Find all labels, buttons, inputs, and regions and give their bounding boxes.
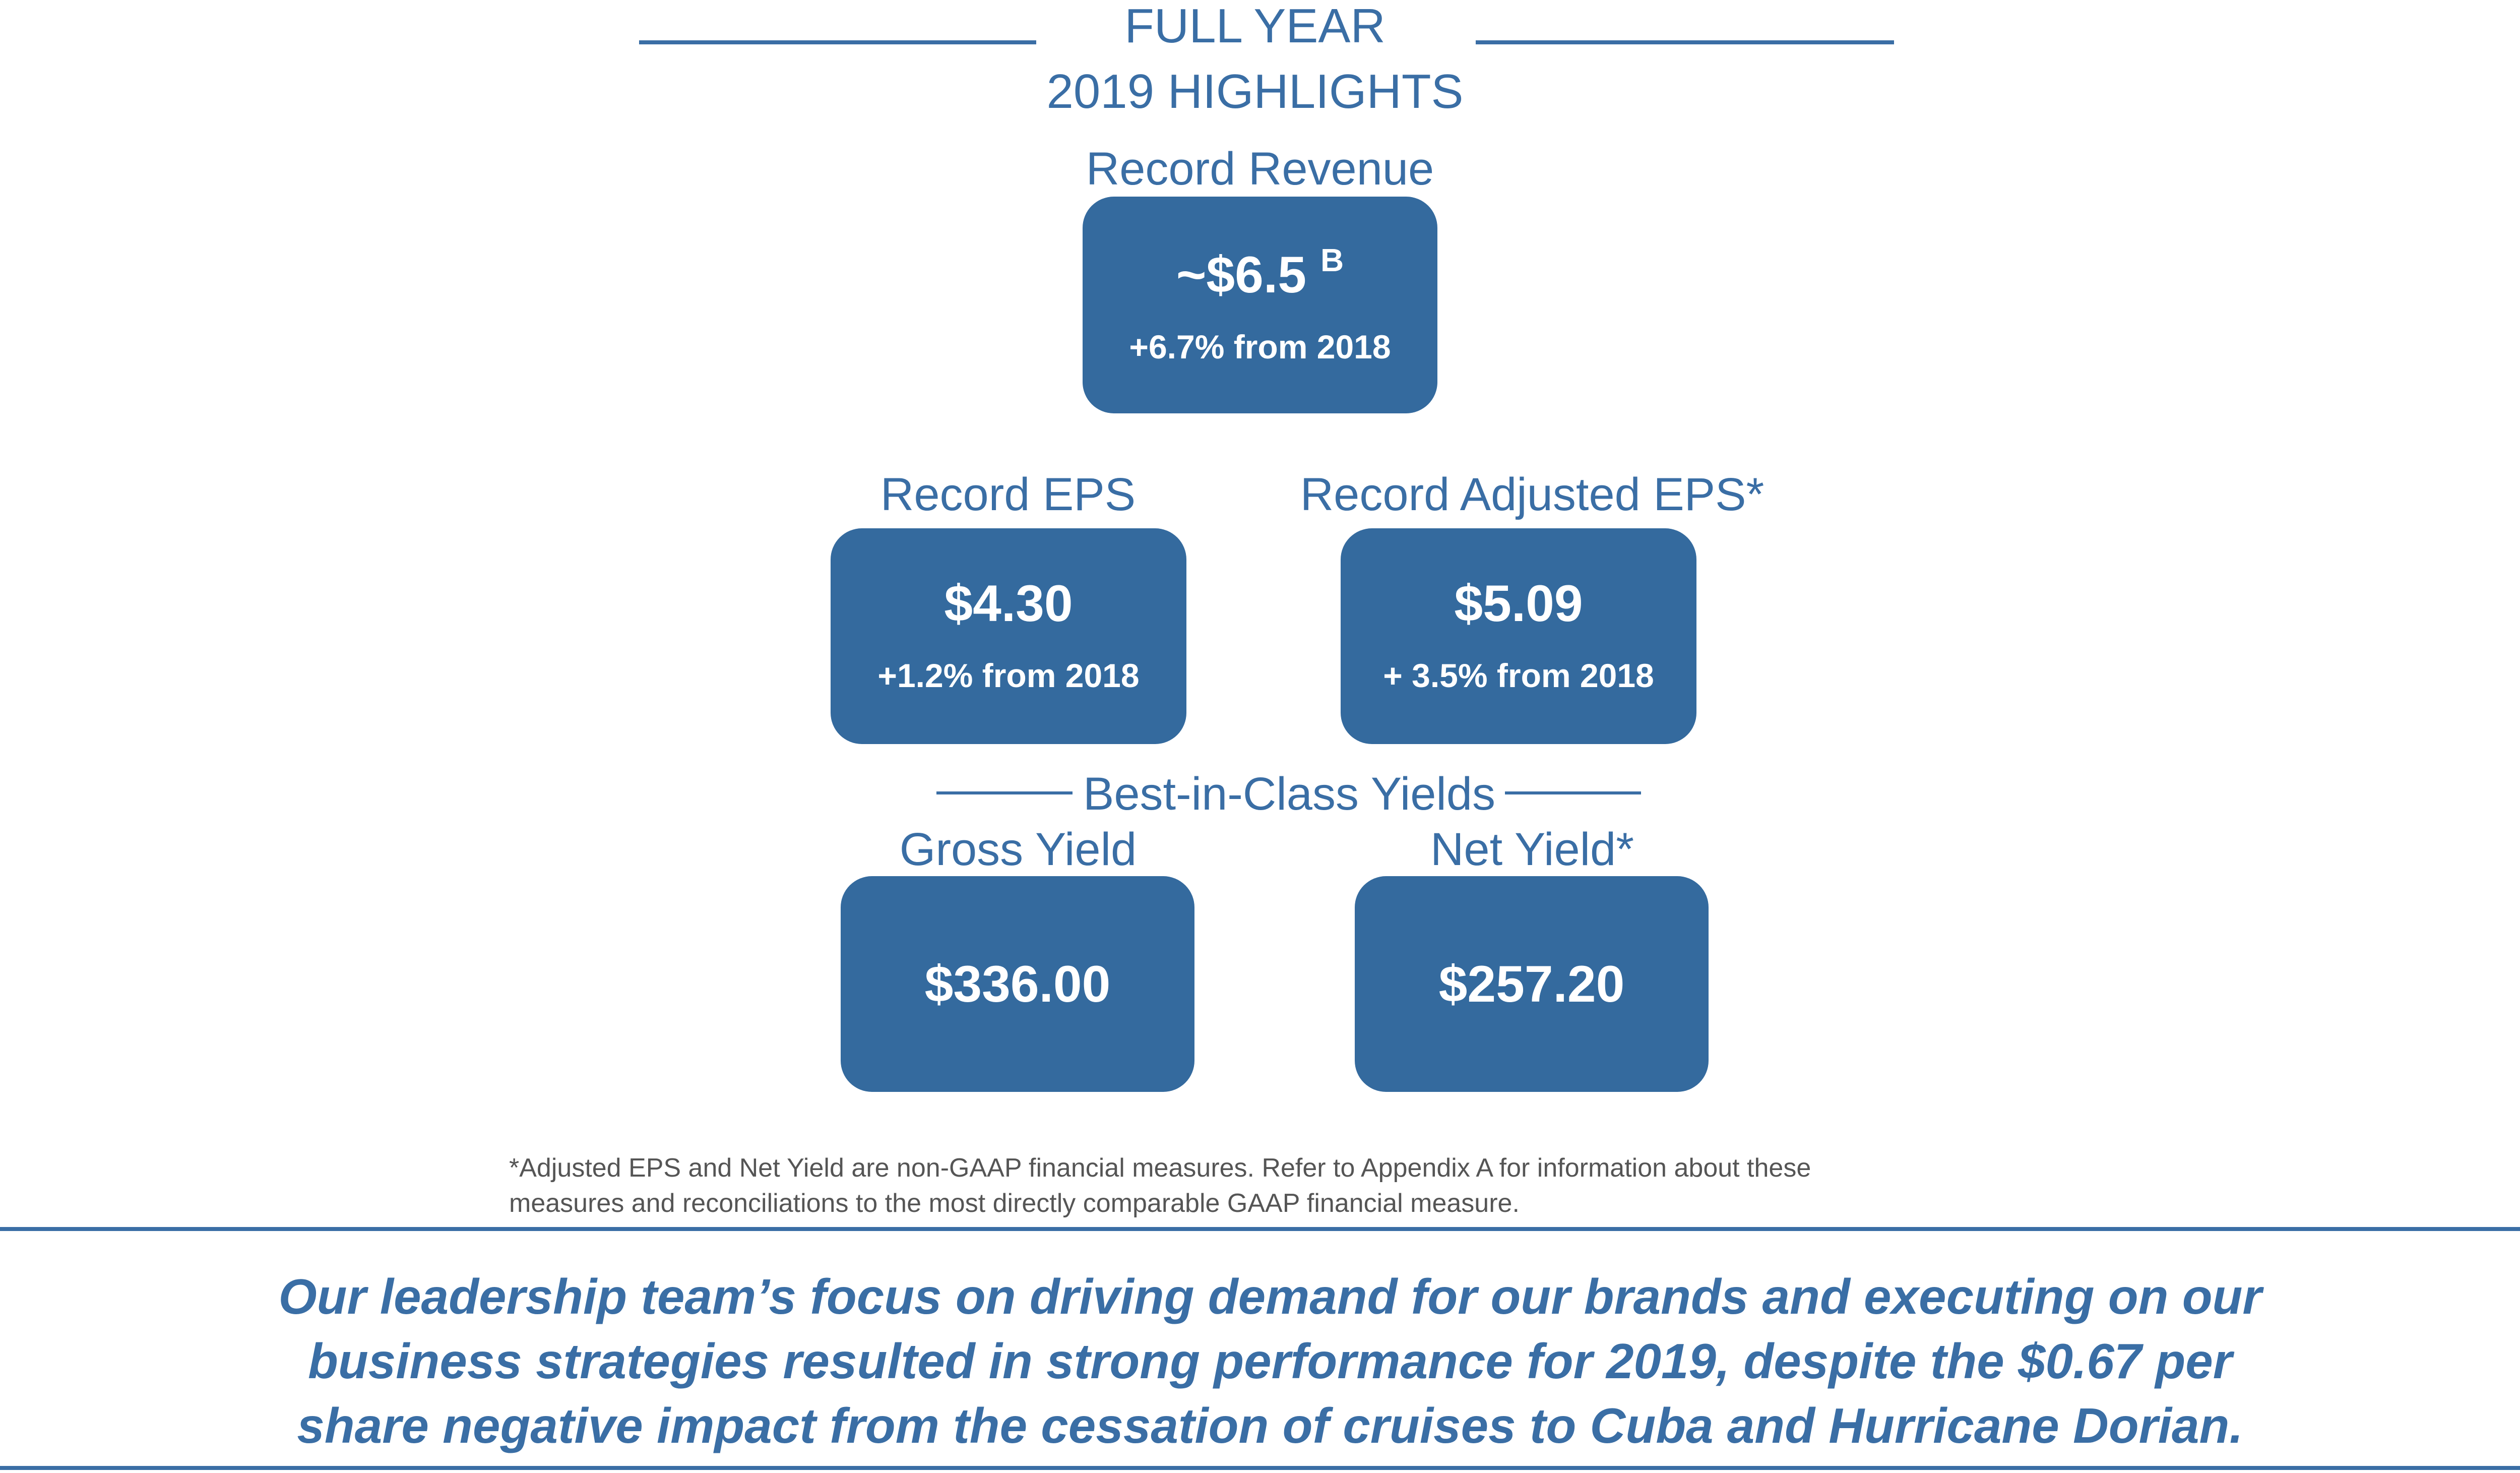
adjusted-eps-change: + 3.5% from 2018 [1383,657,1654,694]
quote-rule-bottom [0,1466,2520,1470]
revenue-unit: B [1320,242,1344,278]
adjusted-eps-value: $5.09 [1454,575,1583,632]
revenue-label: Record Revenue [1086,143,1434,195]
quote-line3: share negative impact from the cessation… [297,1398,2243,1453]
yields-rule-right [1505,791,1641,794]
header-title-line2: 2019 HIGHLIGHTS [1046,65,1464,118]
footnote-line1: *Adjusted EPS and Net Yield are non-GAAP… [509,1153,1811,1183]
gross-yield-label: Gross Yield [899,824,1137,875]
net-yield-value: $257.20 [1438,955,1625,1013]
revenue-change: +6.7% from 2018 [1129,328,1391,365]
quote-line2: business strategies resulted in strong p… [308,1333,2232,1389]
quote-line1: Our leadership team’s focus on driving d… [278,1269,2262,1324]
eps-change: +1.2% from 2018 [877,657,1140,694]
net-yield-label: Net Yield* [1430,824,1634,875]
eps-card: $4.30 +1.2% from 2018 [831,528,1186,744]
eps-value: $4.30 [944,575,1073,632]
quote-rule-top [0,1227,2520,1231]
net-yield-card: $257.20 [1355,876,1709,1092]
yields-section-label: Best-in-Class Yields [1083,768,1496,820]
revenue-value-row: ~$6.5 B [1176,244,1344,300]
header-rule-right [1476,40,1894,44]
gross-yield-value: $336.00 [924,955,1111,1013]
eps-label: Record EPS [880,469,1136,520]
footnote-line2: measures and reconciliations to the most… [509,1189,1520,1218]
adjusted-eps-card: $5.09 + 3.5% from 2018 [1341,528,1696,744]
quote-block: Our leadership team’s focus on driving d… [0,1264,2520,1458]
revenue-card: ~$6.5 B +6.7% from 2018 [1083,197,1437,413]
footnote: *Adjusted EPS and Net Yield are non-GAAP… [509,1150,2021,1221]
adjusted-eps-label: Record Adjusted EPS* [1300,469,1765,520]
header-title-line1: FULL YEAR [1124,0,1385,53]
header-rule-left [639,40,1036,44]
revenue-value: ~$6.5 [1176,246,1306,303]
yields-rule-left [936,791,1073,794]
gross-yield-card: $336.00 [841,876,1194,1092]
